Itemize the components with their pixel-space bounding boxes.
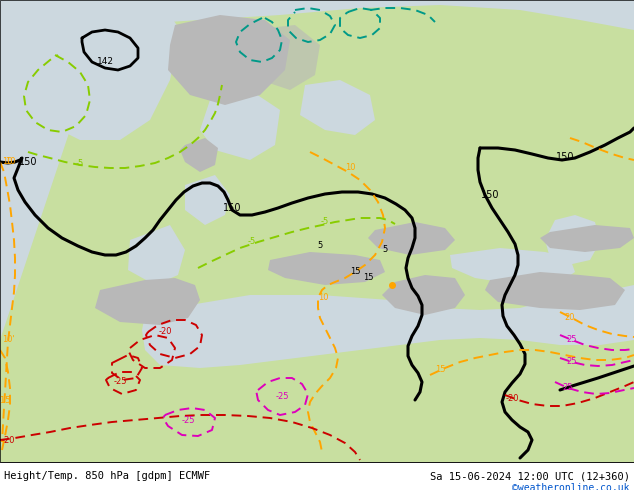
Polygon shape bbox=[185, 175, 230, 225]
Text: -15: -15 bbox=[0, 395, 11, 405]
Text: -20: -20 bbox=[505, 393, 519, 402]
Polygon shape bbox=[128, 225, 185, 285]
Polygon shape bbox=[0, 463, 634, 490]
Polygon shape bbox=[242, 25, 320, 90]
Text: 15: 15 bbox=[435, 366, 445, 374]
Text: 150: 150 bbox=[19, 157, 37, 167]
Text: 15: 15 bbox=[363, 273, 373, 283]
Polygon shape bbox=[368, 222, 455, 255]
Polygon shape bbox=[0, 0, 634, 462]
Polygon shape bbox=[0, 0, 80, 80]
Text: Height/Temp. 850 hPa [gdpm] ECMWF: Height/Temp. 850 hPa [gdpm] ECMWF bbox=[4, 471, 210, 481]
Text: -5: -5 bbox=[248, 238, 256, 246]
Text: 20: 20 bbox=[565, 314, 575, 322]
Text: 25: 25 bbox=[567, 358, 577, 367]
Text: 142: 142 bbox=[96, 57, 113, 67]
Text: 150: 150 bbox=[481, 190, 499, 200]
Polygon shape bbox=[142, 285, 634, 368]
Polygon shape bbox=[0, 0, 634, 50]
Text: -25: -25 bbox=[181, 416, 195, 424]
Polygon shape bbox=[540, 225, 634, 252]
Text: 10: 10 bbox=[4, 157, 15, 167]
Text: 150: 150 bbox=[223, 203, 242, 213]
Text: 15: 15 bbox=[350, 268, 360, 276]
Text: 10': 10' bbox=[2, 336, 15, 344]
Text: Sa 15-06-2024 12:00 UTC (12+360): Sa 15-06-2024 12:00 UTC (12+360) bbox=[430, 471, 630, 481]
Polygon shape bbox=[200, 90, 280, 160]
Polygon shape bbox=[545, 215, 600, 265]
Text: ©weatheronline.co.uk: ©weatheronline.co.uk bbox=[512, 483, 630, 490]
Polygon shape bbox=[450, 248, 575, 285]
Polygon shape bbox=[180, 138, 218, 172]
Polygon shape bbox=[0, 0, 100, 340]
Text: -25: -25 bbox=[275, 392, 288, 400]
Text: 5: 5 bbox=[318, 241, 323, 249]
Polygon shape bbox=[300, 80, 375, 135]
Text: -5: -5 bbox=[76, 158, 84, 168]
Polygon shape bbox=[0, 462, 634, 490]
Text: 25: 25 bbox=[563, 384, 573, 392]
Text: 10: 10 bbox=[2, 157, 12, 167]
Polygon shape bbox=[0, 0, 180, 140]
Text: -20: -20 bbox=[1, 436, 15, 444]
Polygon shape bbox=[485, 272, 625, 310]
Text: 25: 25 bbox=[567, 336, 577, 344]
Text: 10: 10 bbox=[318, 294, 328, 302]
Text: -25: -25 bbox=[113, 377, 127, 387]
Text: 10: 10 bbox=[345, 164, 355, 172]
Polygon shape bbox=[268, 252, 385, 285]
Text: -5: -5 bbox=[321, 218, 329, 226]
Polygon shape bbox=[95, 278, 200, 325]
Polygon shape bbox=[168, 15, 290, 105]
Polygon shape bbox=[382, 275, 465, 315]
Text: -20: -20 bbox=[158, 327, 172, 337]
Text: 150: 150 bbox=[556, 152, 574, 162]
Text: 5: 5 bbox=[382, 245, 387, 254]
